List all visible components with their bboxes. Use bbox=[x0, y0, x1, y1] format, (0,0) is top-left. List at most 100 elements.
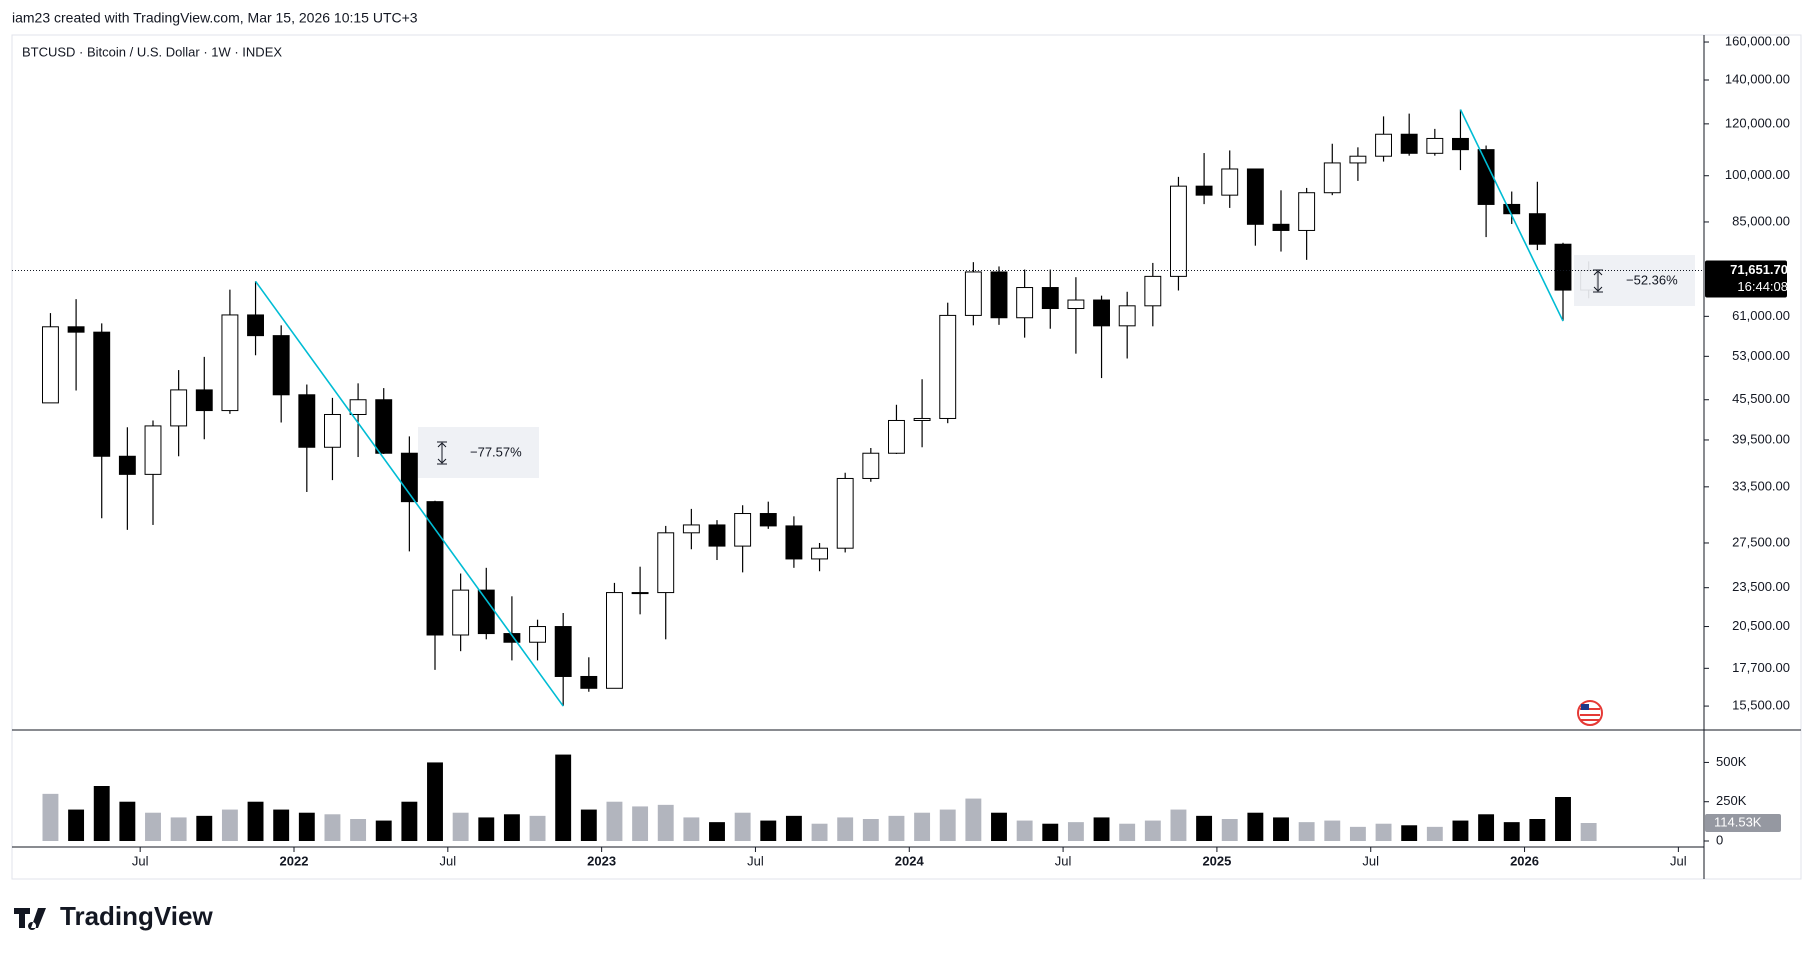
volume-bar bbox=[221, 809, 238, 841]
volume-tag-label: 114.53K bbox=[1714, 814, 1762, 829]
volume-tag bbox=[1705, 814, 1781, 833]
candle-body bbox=[1093, 299, 1110, 327]
volume-bar bbox=[196, 815, 213, 841]
candle-body bbox=[1195, 185, 1213, 196]
volume-tick-label: 250K bbox=[1716, 793, 1747, 808]
candle-body bbox=[964, 271, 982, 316]
volume-bar bbox=[914, 812, 931, 841]
volume-bar bbox=[298, 812, 315, 841]
candle-body bbox=[1400, 133, 1418, 154]
x-tick-label: Jul bbox=[440, 853, 457, 868]
y-tick-label: 120,000.00 bbox=[1725, 115, 1790, 130]
y-tick-label: 140,000.00 bbox=[1725, 71, 1790, 86]
candle-body bbox=[1323, 162, 1341, 194]
y-tick-label: 33,500.00 bbox=[1732, 478, 1790, 493]
candle-body bbox=[1272, 223, 1290, 231]
candle-body bbox=[939, 314, 957, 419]
volume-bar bbox=[1093, 817, 1110, 841]
candle-body bbox=[785, 525, 803, 560]
volume-tick-label: 500K bbox=[1716, 754, 1747, 769]
volume-bar bbox=[657, 804, 674, 841]
chart-title: BTCUSD · Bitcoin / U.S. Dollar · 1W · IN… bbox=[22, 44, 282, 59]
volume-bar bbox=[170, 817, 187, 841]
volume-bar bbox=[811, 823, 828, 841]
candle-body bbox=[1503, 203, 1521, 215]
candle-body bbox=[1246, 168, 1264, 225]
candle-body bbox=[221, 314, 239, 412]
volume-bar bbox=[478, 817, 495, 841]
volume-bar bbox=[632, 806, 649, 841]
volume-bar bbox=[145, 812, 161, 841]
volume-bar bbox=[606, 801, 623, 841]
volume-bar bbox=[734, 812, 751, 841]
candle-body bbox=[93, 331, 111, 457]
volume-bar bbox=[1196, 815, 1213, 841]
volume-bar bbox=[888, 815, 905, 841]
volume-bar bbox=[1529, 819, 1546, 841]
volume-bar bbox=[42, 793, 59, 841]
volume-bar bbox=[1247, 812, 1264, 841]
candle-body bbox=[298, 394, 316, 448]
volume-bar bbox=[991, 812, 1007, 841]
candle-body bbox=[67, 326, 85, 333]
volume-bar bbox=[1349, 826, 1366, 841]
volume-bar bbox=[247, 801, 264, 841]
trend-line bbox=[1459, 109, 1564, 322]
volume-bar bbox=[273, 809, 290, 841]
volume-bar bbox=[1067, 822, 1084, 841]
candle-body bbox=[1375, 133, 1392, 157]
candle-body bbox=[836, 477, 854, 549]
volume-bar bbox=[683, 817, 700, 841]
candle-body bbox=[606, 592, 623, 689]
candle-body bbox=[272, 335, 290, 396]
us-flag-icon bbox=[1577, 700, 1603, 726]
brand-logo: TradingView bbox=[14, 901, 213, 931]
candle-body bbox=[1298, 192, 1316, 231]
x-tick-label: Jul bbox=[1362, 853, 1379, 868]
volume-bar bbox=[709, 822, 725, 841]
volume-bar bbox=[965, 798, 982, 841]
candle-body bbox=[118, 455, 136, 475]
volume-bar bbox=[1375, 823, 1392, 841]
volume-bar bbox=[785, 815, 802, 841]
candle-body bbox=[324, 413, 341, 448]
candle-body bbox=[734, 513, 752, 547]
candle-body bbox=[657, 532, 675, 594]
volume-bar bbox=[1016, 820, 1033, 841]
candle-body bbox=[1016, 287, 1034, 319]
volume-bar bbox=[862, 819, 879, 841]
x-tick-label: 2026 bbox=[1510, 853, 1539, 868]
x-tick-label: 2022 bbox=[280, 853, 309, 868]
volume-bar bbox=[1042, 823, 1059, 841]
candle-body bbox=[1528, 213, 1546, 245]
volume-bar bbox=[1503, 822, 1520, 841]
volume-bar bbox=[1170, 809, 1187, 841]
volume-bar bbox=[68, 809, 85, 841]
volume-bar bbox=[1298, 822, 1315, 841]
candle-body bbox=[990, 271, 1008, 319]
candle-body bbox=[529, 626, 546, 643]
y-tick-label: 20,500.00 bbox=[1732, 618, 1790, 633]
y-tick-label: 53,000.00 bbox=[1732, 348, 1790, 363]
candle-body bbox=[1067, 299, 1085, 310]
candle-body bbox=[631, 592, 649, 595]
y-tick-label: 61,000.00 bbox=[1732, 308, 1790, 323]
measure-icon bbox=[437, 441, 447, 465]
candle-body bbox=[349, 399, 367, 415]
x-tick-label: Jul bbox=[1055, 853, 1072, 868]
volume-bar bbox=[555, 754, 572, 841]
volume-bar bbox=[401, 801, 418, 841]
measure-label: −77.57% bbox=[470, 444, 522, 459]
volume-bar bbox=[939, 809, 956, 841]
candle-body bbox=[375, 399, 393, 454]
candle-body bbox=[708, 524, 726, 547]
y-tick-label: 17,700.00 bbox=[1732, 660, 1790, 675]
candle-body bbox=[42, 326, 59, 404]
volume-bar bbox=[760, 820, 777, 841]
candle-body bbox=[913, 417, 931, 421]
y-tick-label: 85,000.00 bbox=[1732, 213, 1790, 228]
price-tag bbox=[1705, 260, 1787, 298]
volume-bar bbox=[503, 814, 520, 841]
